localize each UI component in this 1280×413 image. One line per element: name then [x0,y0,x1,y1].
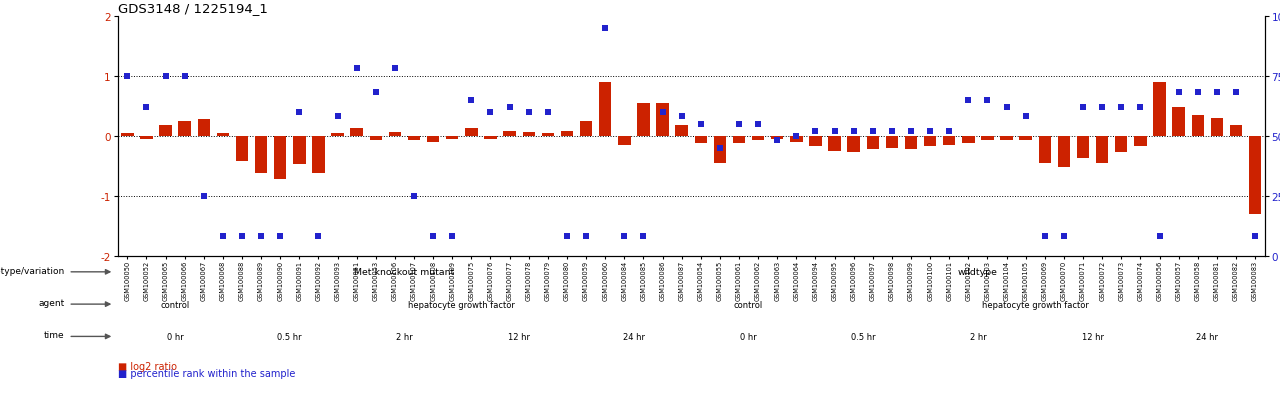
Bar [159,126,172,136]
Bar [695,136,707,143]
Bar [847,136,860,153]
Bar [1038,136,1051,163]
Bar [465,129,477,136]
Text: control: control [733,300,763,309]
Bar [293,136,306,165]
Bar [274,136,287,179]
Bar [867,136,879,150]
Text: hepatocyte growth factor: hepatocyte growth factor [408,300,516,309]
Text: 0 hr: 0 hr [740,332,756,341]
Bar [676,126,687,136]
Bar [1115,136,1128,153]
Bar [1076,136,1089,159]
Text: 12 hr: 12 hr [508,332,530,341]
Bar [618,136,631,145]
Bar [408,136,420,141]
Bar [197,119,210,136]
Bar [216,133,229,136]
Text: 0.5 hr: 0.5 hr [278,332,302,341]
Bar [886,136,899,148]
Bar [332,133,344,136]
Text: 24 hr: 24 hr [1197,332,1219,341]
Bar [809,136,822,147]
Bar [389,133,401,136]
Bar [905,136,918,150]
Bar [580,121,593,136]
Bar [771,136,783,139]
Text: control: control [160,300,189,309]
Text: 2 hr: 2 hr [969,332,987,341]
Bar [236,136,248,161]
Bar [522,133,535,136]
Bar [1153,82,1166,136]
Bar [1001,136,1012,141]
Bar [1172,107,1185,136]
Bar [484,136,497,139]
Bar [963,136,974,143]
Bar [1096,136,1108,163]
Bar [657,103,668,136]
Bar [141,136,152,139]
Bar [599,82,612,136]
Bar [1230,126,1242,136]
Text: GDS3148 / 1225194_1: GDS3148 / 1225194_1 [118,2,268,15]
Text: ■ log2 ratio: ■ log2 ratio [118,361,177,371]
Bar [428,136,439,142]
Bar [732,136,745,143]
Text: genotype/variation: genotype/variation [0,266,65,275]
Bar [178,121,191,136]
Text: 24 hr: 24 hr [623,332,645,341]
Bar [828,136,841,151]
Bar [637,103,650,136]
Bar [1192,115,1204,136]
Text: wildtype: wildtype [957,268,998,277]
Text: 2 hr: 2 hr [396,332,413,341]
Text: 12 hr: 12 hr [1082,332,1103,341]
Bar [1211,118,1224,136]
Text: ■ percentile rank within the sample: ■ percentile rank within the sample [118,368,296,378]
Bar [1249,136,1261,214]
Bar [1057,136,1070,167]
Text: agent: agent [38,298,65,307]
Bar [351,129,364,136]
Bar [790,136,803,142]
Bar [445,136,458,139]
Bar [714,136,726,163]
Text: 0 hr: 0 hr [166,332,183,341]
Text: time: time [44,330,65,339]
Bar [1134,136,1147,147]
Bar [541,133,554,136]
Bar [122,133,133,136]
Text: Met knockout mutant: Met knockout mutant [355,268,454,277]
Bar [370,136,381,141]
Text: 0.5 hr: 0.5 hr [851,332,876,341]
Bar [1019,136,1032,141]
Bar [312,136,325,173]
Bar [982,136,993,141]
Bar [503,131,516,136]
Text: hepatocyte growth factor: hepatocyte growth factor [982,300,1089,309]
Bar [924,136,937,147]
Bar [751,136,764,141]
Bar [561,131,573,136]
Bar [943,136,955,145]
Bar [255,136,268,173]
